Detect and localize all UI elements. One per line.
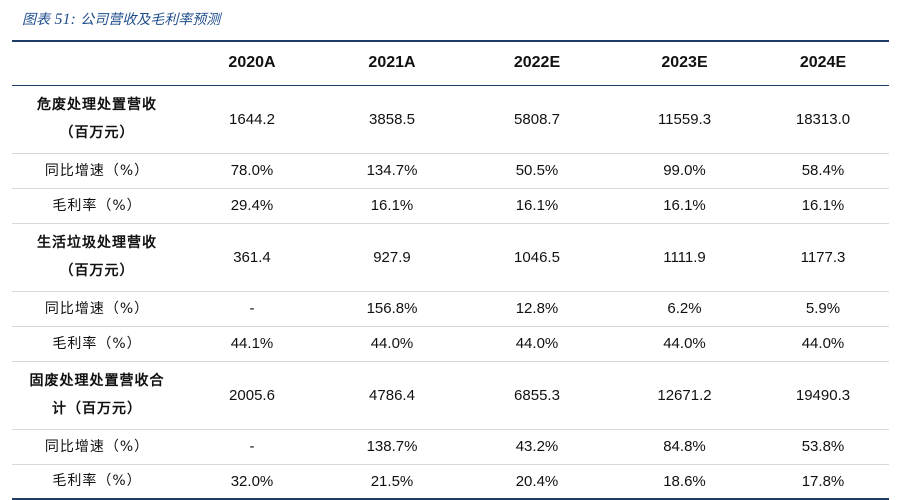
row-label: 毛利率（%） xyxy=(12,464,182,500)
table-cell: 11559.3 xyxy=(612,85,757,154)
table-cell: 4786.4 xyxy=(322,361,462,430)
table-cell: 1644.2 xyxy=(182,85,322,154)
row-label: 危废处理处置营收 （百万元） xyxy=(12,85,182,154)
table-header-row: 2020A 2021A 2022E 2023E 2024E xyxy=(12,40,889,86)
table-row: 生活垃圾处理营收 （百万元） 361.4 927.9 1046.5 1111.9 … xyxy=(12,223,889,292)
table-cell: 44.0% xyxy=(322,326,462,362)
table-cell: 44.1% xyxy=(182,326,322,362)
table-cell: 156.8% xyxy=(322,291,462,327)
table-row: 固废处理处置营收合 计（百万元） 2005.6 4786.4 6855.3 126… xyxy=(12,361,889,430)
table-cell: - xyxy=(182,429,322,465)
figure-caption: 图表 51: 公司营收及毛利率预测 xyxy=(22,8,220,32)
table-cell: 16.1% xyxy=(612,188,757,224)
caption-prefix: 图表 xyxy=(22,12,50,28)
forecast-table: 2020A 2021A 2022E 2023E 2024E 危废处理处置营收 （百… xyxy=(12,40,889,500)
table-cell: 6.2% xyxy=(612,291,757,327)
caption-title: 公司营收及毛利率预测 xyxy=(80,12,221,28)
header-cell: 2021A xyxy=(322,40,462,86)
table-cell: 16.1% xyxy=(322,188,462,224)
table-row: 毛利率（%） 29.4% 16.1% 16.1% 16.1% 16.1% xyxy=(12,188,889,224)
table-cell: 99.0% xyxy=(612,153,757,189)
table-cell: 18.6% xyxy=(612,464,757,500)
table-cell: 1111.9 xyxy=(612,223,757,292)
table-row: 毛利率（%） 44.1% 44.0% 44.0% 44.0% 44.0% xyxy=(12,326,889,362)
row-label: 毛利率（%） xyxy=(12,326,182,362)
row-label: 固废处理处置营收合 计（百万元） xyxy=(12,361,182,430)
table-cell: 44.0% xyxy=(612,326,757,362)
table-cell: 16.1% xyxy=(757,188,889,224)
table-cell: 134.7% xyxy=(322,153,462,189)
row-label: 同比增速（%） xyxy=(12,429,182,465)
table-cell: 32.0% xyxy=(182,464,322,500)
table-cell: 5.9% xyxy=(757,291,889,327)
table-cell: 44.0% xyxy=(462,326,612,362)
row-label: 同比增速（%） xyxy=(12,153,182,189)
table-cell: 21.5% xyxy=(322,464,462,500)
table-row: 同比增速（%） 78.0% 134.7% 50.5% 99.0% 58.4% xyxy=(12,153,889,189)
table-cell: 1046.5 xyxy=(462,223,612,292)
header-cell: 2020A xyxy=(182,40,322,86)
table-cell: 58.4% xyxy=(757,153,889,189)
table-cell: 19490.3 xyxy=(757,361,889,430)
table-cell: 43.2% xyxy=(462,429,612,465)
table-row: 危废处理处置营收 （百万元） 1644.2 3858.5 5808.7 11559… xyxy=(12,85,889,154)
table-row: 毛利率（%） 32.0% 21.5% 20.4% 18.6% 17.8% xyxy=(12,464,889,500)
table-cell: 50.5% xyxy=(462,153,612,189)
caption-number: 51: xyxy=(54,11,76,28)
table-cell: 53.8% xyxy=(757,429,889,465)
table-cell: 18313.0 xyxy=(757,85,889,154)
header-cell: 2023E xyxy=(612,40,757,86)
table-cell: 17.8% xyxy=(757,464,889,500)
table-cell: 361.4 xyxy=(182,223,322,292)
header-cell: 2022E xyxy=(462,40,612,86)
table-cell: 5808.7 xyxy=(462,85,612,154)
table-cell: 1177.3 xyxy=(757,223,889,292)
table-cell: 2005.6 xyxy=(182,361,322,430)
row-label: 同比增速（%） xyxy=(12,291,182,327)
table-cell: 138.7% xyxy=(322,429,462,465)
table-cell: 84.8% xyxy=(612,429,757,465)
row-label: 毛利率（%） xyxy=(12,188,182,224)
table-cell: 20.4% xyxy=(462,464,612,500)
table-cell: 3858.5 xyxy=(322,85,462,154)
table-cell: 6855.3 xyxy=(462,361,612,430)
table-cell: - xyxy=(182,291,322,327)
table-cell: 12671.2 xyxy=(612,361,757,430)
table-cell: 12.8% xyxy=(462,291,612,327)
table-cell: 16.1% xyxy=(462,188,612,224)
table-cell: 927.9 xyxy=(322,223,462,292)
row-label: 生活垃圾处理营收 （百万元） xyxy=(12,223,182,292)
table-cell: 44.0% xyxy=(757,326,889,362)
table-row: 同比增速（%） - 138.7% 43.2% 84.8% 53.8% xyxy=(12,429,889,465)
header-cell xyxy=(12,40,182,86)
table-cell: 78.0% xyxy=(182,153,322,189)
table-cell: 29.4% xyxy=(182,188,322,224)
table-row: 同比增速（%） - 156.8% 12.8% 6.2% 5.9% xyxy=(12,291,889,327)
header-cell: 2024E xyxy=(757,40,889,86)
